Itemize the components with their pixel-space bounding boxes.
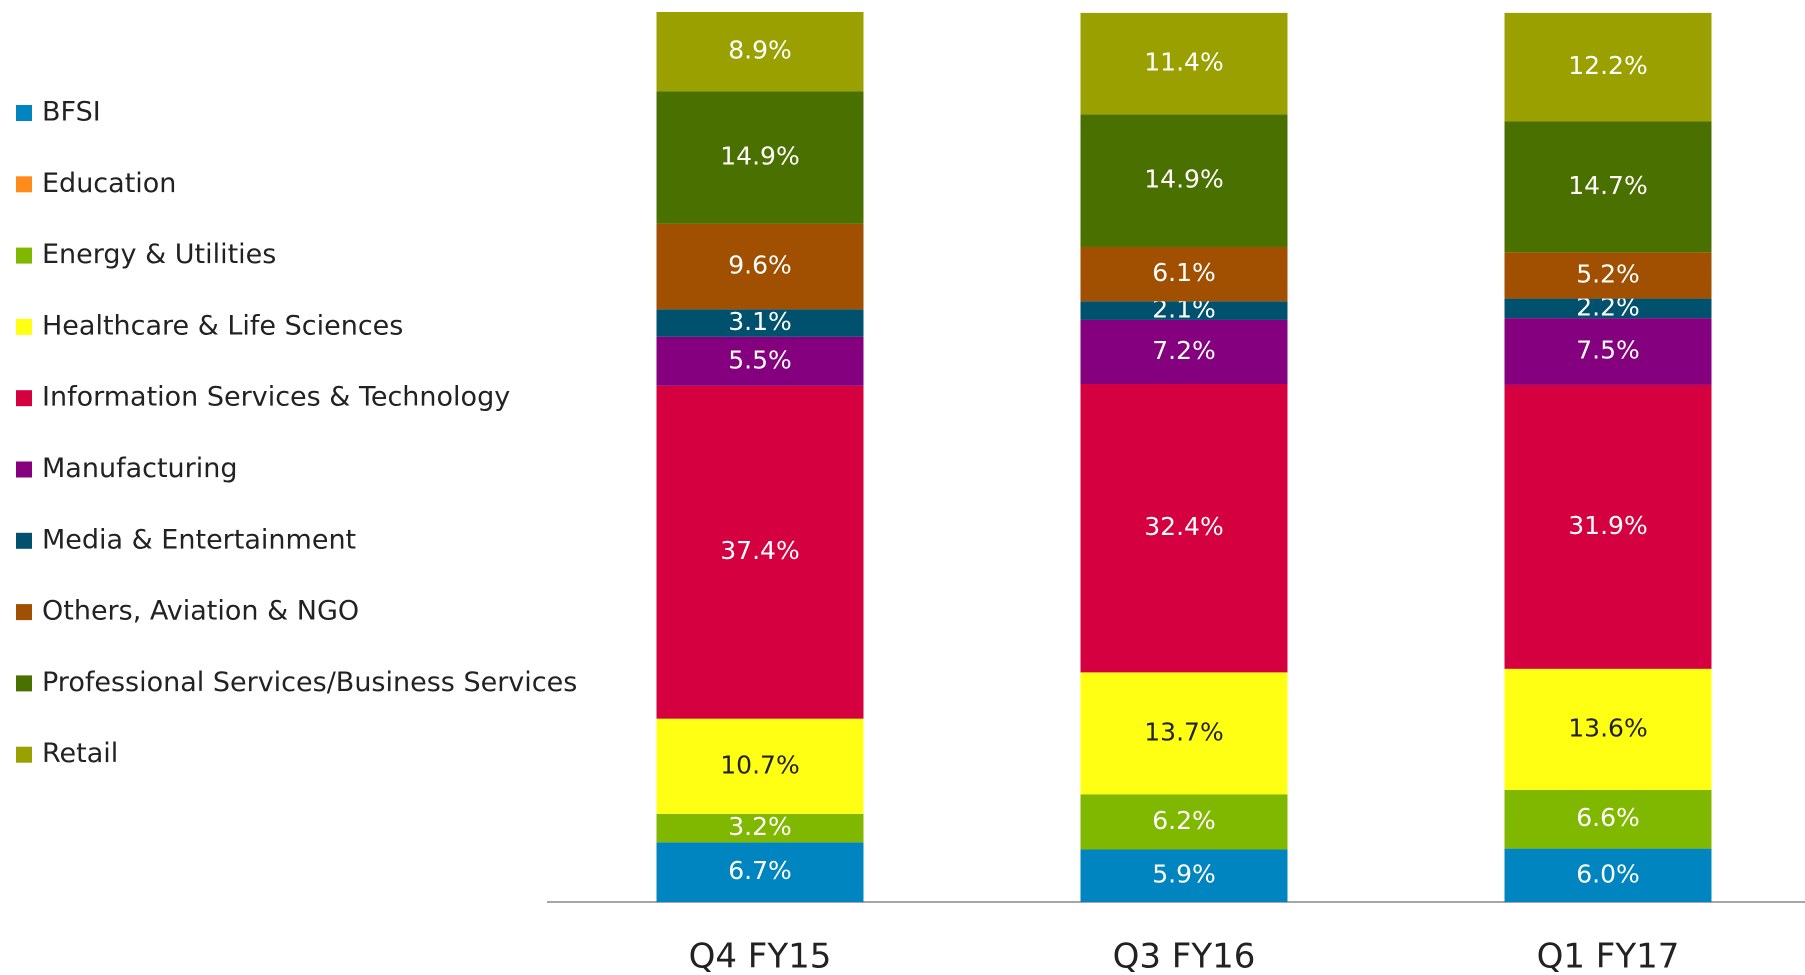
- bar-segment: [1080, 114, 1288, 247]
- data-label: 14.7%: [1568, 171, 1647, 200]
- bar-segment: [656, 12, 864, 92]
- bar-segment: [1504, 12, 1712, 122]
- data-label: 14.9%: [720, 142, 799, 171]
- legend-swatch: [16, 604, 32, 621]
- legend-swatch: [16, 746, 32, 763]
- x-tick-label: Q3 FY16: [1113, 937, 1256, 975]
- legend-swatch: [16, 675, 32, 692]
- bar-segment: [656, 385, 864, 719]
- data-label: 9.6%: [728, 251, 792, 280]
- data-label: 5.9%: [1152, 860, 1216, 889]
- data-label: 3.1%: [728, 307, 792, 336]
- legend-swatch: [16, 461, 32, 478]
- bar-segment: [1080, 246, 1288, 302]
- data-label: 6.1%: [1152, 258, 1216, 287]
- bar-segment: [656, 223, 864, 310]
- legend-label: Energy & Utilities: [42, 239, 276, 270]
- bar-segment: [1080, 301, 1288, 320]
- bar-segment: [1504, 298, 1712, 319]
- legend-swatch: [16, 176, 32, 193]
- data-label: 5.5%: [728, 345, 792, 374]
- data-label: 11.4%: [1144, 48, 1223, 77]
- data-label: 8.9%: [728, 36, 792, 65]
- bar-segment: [1504, 668, 1712, 790]
- data-label: 6.6%: [1576, 803, 1640, 832]
- data-label: 5.2%: [1576, 259, 1640, 288]
- data-label: 10.7%: [720, 750, 799, 779]
- bar-segment: [1504, 121, 1712, 253]
- data-label: 6.0%: [1576, 859, 1640, 888]
- legend-label: Professional Services/Business Services: [42, 667, 577, 698]
- legend-swatch: [16, 247, 32, 264]
- bar-segment: [656, 813, 864, 843]
- bar-segment: [1080, 384, 1288, 673]
- legend-swatch: [16, 105, 32, 121]
- legend-swatch: [16, 318, 32, 335]
- data-label: 6.2%: [1152, 806, 1216, 835]
- bar-segment: [656, 309, 864, 337]
- legend-label: Retail: [42, 738, 118, 769]
- data-label: 7.5%: [1576, 336, 1640, 365]
- bar-segment: [1504, 789, 1712, 849]
- bar-segment: [1080, 12, 1288, 115]
- legend-label: Education: [42, 168, 176, 199]
- bar-segment: [1080, 319, 1288, 385]
- legend-label: Healthcare & Life Sciences: [42, 310, 403, 341]
- data-label: 6.7%: [728, 856, 792, 885]
- data-label: 14.9%: [1144, 165, 1223, 194]
- legend-swatch: [16, 532, 32, 549]
- data-label: 31.9%: [1568, 511, 1647, 540]
- legend-label: Media & Entertainment: [42, 524, 356, 555]
- data-label: 12.2%: [1568, 51, 1647, 80]
- data-label: 13.7%: [1144, 717, 1223, 746]
- bar-segment: [1080, 794, 1288, 850]
- legend-swatch: [16, 390, 32, 407]
- legend-label: Manufacturing: [42, 453, 238, 484]
- bar-segment: [656, 718, 864, 814]
- bar-segment: [656, 842, 864, 902]
- bar-segment: [1504, 384, 1712, 669]
- x-tick-label: Q4 FY15: [689, 937, 832, 975]
- data-label: 13.6%: [1568, 713, 1647, 742]
- legend-label: Information Services & Technology: [42, 382, 510, 413]
- x-tick-label: Q1 FY17: [1537, 937, 1680, 975]
- bar-segment: [1504, 848, 1712, 902]
- legend-label: Others, Aviation & NGO: [42, 596, 359, 627]
- bar-segment: [656, 336, 864, 386]
- bar-segment: [1504, 318, 1712, 385]
- data-label: 3.2%: [728, 812, 792, 841]
- bar-segment: [1504, 252, 1712, 299]
- data-label: 37.4%: [720, 536, 799, 565]
- data-label: 7.2%: [1152, 336, 1216, 365]
- bar-segment: [1080, 849, 1288, 902]
- data-label: 32.4%: [1144, 512, 1223, 541]
- legend-label: BFSI: [42, 97, 101, 128]
- bar-segment: [656, 91, 864, 224]
- bar-segment: [1080, 672, 1288, 795]
